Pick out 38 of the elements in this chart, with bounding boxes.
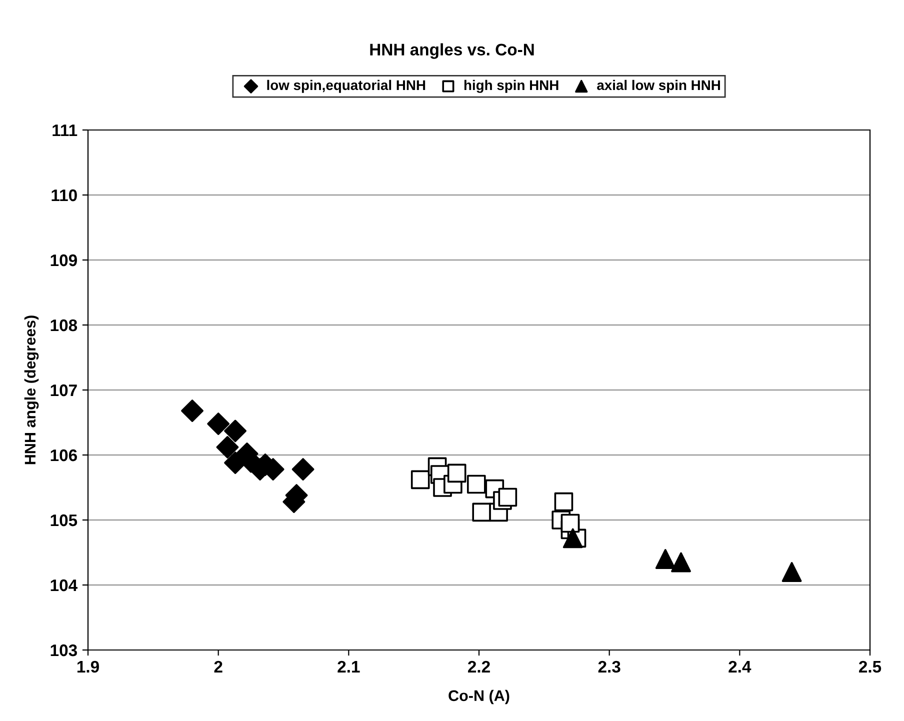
point (224, 420, 246, 442)
y-tick-label: 109 (50, 254, 77, 266)
point (498, 488, 518, 507)
point (782, 562, 802, 582)
point (671, 552, 691, 572)
point (655, 549, 676, 569)
point (554, 492, 574, 512)
x-tick-label: 2.1 (338, 660, 360, 672)
y-axis-title: HNH angle (degrees) (24, 316, 39, 464)
x-tick-label: 2.2 (468, 660, 490, 672)
y-tick-label: 103 (50, 644, 77, 656)
y-tick-label: 104 (50, 579, 78, 592)
y-tick-label: 108 (50, 319, 78, 332)
chart-title: HNH angles vs. Co-N (370, 43, 534, 59)
point (466, 474, 486, 494)
legend-label: axial low spin HNH (597, 80, 720, 93)
x-tick-label: 2.4 (728, 660, 752, 672)
y-tick-label: 110 (52, 189, 77, 202)
point (562, 528, 583, 548)
x-tick-label: 2.5 (858, 660, 882, 673)
x-axis-title: Co-N (A) (448, 690, 510, 704)
x-tick-label: 2 (214, 660, 222, 672)
point (181, 400, 204, 422)
point (410, 470, 430, 490)
y-tick-label: 107 (50, 384, 77, 396)
legend-label: high spin HNH (464, 80, 558, 93)
point (560, 514, 580, 533)
point (472, 502, 492, 522)
point (292, 458, 314, 481)
point (216, 436, 239, 458)
y-tick-label: 106 (50, 449, 77, 462)
x-tick-label: 2.3 (598, 660, 620, 673)
x-tick-label: 1.9 (77, 660, 99, 673)
legend-label: low spin,equatorial HNH (267, 80, 426, 93)
y-tick-label: 105 (50, 514, 78, 526)
y-tick-label: 111 (52, 124, 78, 136)
point (447, 464, 466, 483)
point (207, 412, 230, 436)
